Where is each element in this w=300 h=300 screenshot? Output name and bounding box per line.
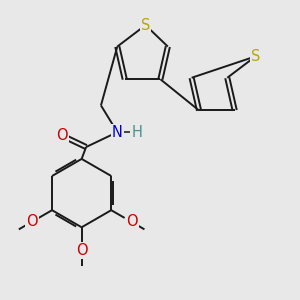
Text: O: O — [56, 128, 68, 143]
Text: O: O — [26, 214, 38, 230]
Text: O: O — [76, 243, 88, 258]
Text: H: H — [131, 125, 142, 140]
Text: S: S — [141, 18, 150, 33]
Text: N: N — [112, 125, 123, 140]
Text: O: O — [126, 214, 137, 230]
Text: S: S — [251, 49, 260, 64]
